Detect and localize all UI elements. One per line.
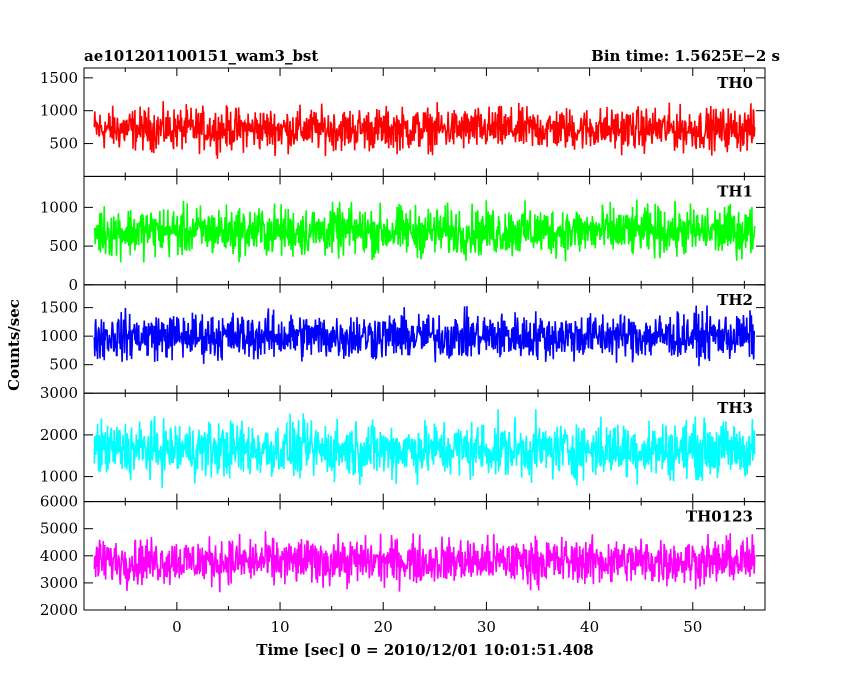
panel-th0123-name-label: TH0123 (686, 508, 753, 526)
panel-th1-ytick-label: 1000 (40, 198, 78, 216)
y-axis-label: Counts/sec (5, 299, 23, 391)
x-tick-label: 40 (580, 618, 599, 636)
panel-th1-ytick-label: 500 (49, 237, 78, 255)
x-tick-label: 20 (374, 618, 393, 636)
panel-th3-series-line (93, 409, 756, 489)
panel-th0123-ytick-label: 6000 (40, 493, 78, 511)
panel-th0-series-line (93, 101, 756, 159)
panel-th0-ytick-label: 1500 (40, 69, 78, 87)
x-tick-label: 30 (477, 618, 496, 636)
panel-th0123-ytick-label: 2000 (40, 601, 78, 619)
x-tick-label: 0 (172, 618, 182, 636)
panel-th0123-ytick-label: 3000 (40, 574, 78, 592)
panel-th2-series-line (93, 305, 755, 367)
chart-title-right: Bin time: 1.5625E−2 s (591, 47, 780, 65)
panel-th2-ytick-label: 1500 (40, 299, 78, 317)
panel-th2-ytick-label: 1000 (40, 327, 78, 345)
panel-th2-name-label: TH2 (717, 291, 753, 309)
panel-th1-series-line (93, 199, 756, 263)
panel-th0123-ytick-label: 4000 (40, 547, 78, 565)
panel-th0-ytick-label: 500 (49, 135, 78, 153)
chart-title-left: ae101201100151_wam3_bst (84, 47, 318, 65)
panel-th0-ytick-label: 1000 (40, 102, 78, 120)
panel-th3-ytick-label: 1000 (40, 468, 78, 486)
panel-th1-ytick-label: 0 (68, 276, 78, 294)
panel-th3-ytick-label: 3000 (40, 384, 78, 402)
panel-th0123-series-line (93, 531, 756, 593)
panel-th3-ytick-label: 2000 (40, 426, 78, 444)
x-tick-label: 50 (683, 618, 702, 636)
panel-th1-name-label: TH1 (717, 182, 753, 200)
panel-th0123-ytick-label: 5000 (40, 520, 78, 538)
x-axis-label: Time [sec] 0 = 2010/12/01 10:01:51.408 (256, 641, 593, 659)
panel-th3-name-label: TH3 (717, 399, 753, 417)
panel-th0-name-label: TH0 (717, 74, 753, 92)
x-tick-label: 10 (270, 618, 289, 636)
panel-th2-ytick-label: 500 (49, 356, 78, 374)
